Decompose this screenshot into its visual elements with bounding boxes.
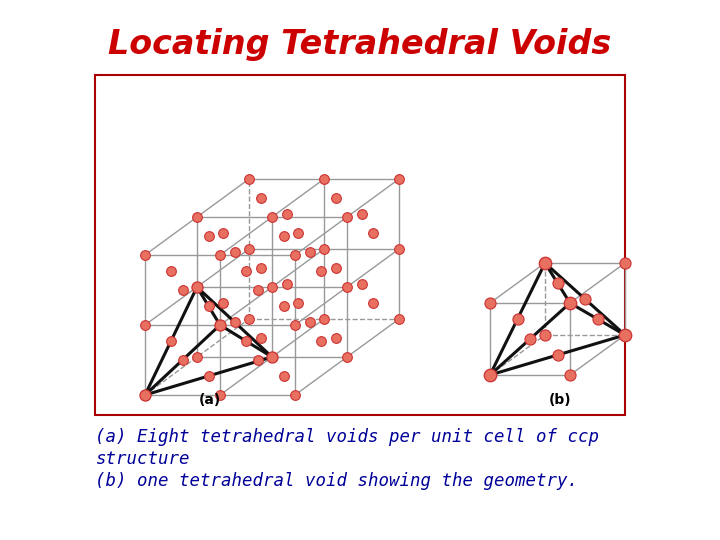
- Text: (a) Eight tetrahedral voids per unit cell of ccp: (a) Eight tetrahedral voids per unit cel…: [95, 428, 599, 446]
- Text: structure: structure: [95, 450, 189, 468]
- Text: (b): (b): [549, 393, 571, 407]
- Bar: [95, 75, 625, 415]
- Text: (b) one tetrahedral void showing the geometry.: (b) one tetrahedral void showing the geo…: [95, 472, 578, 490]
- Text: Locating Tetrahedral Voids: Locating Tetrahedral Voids: [109, 28, 611, 61]
- Text: (a): (a): [199, 393, 221, 407]
